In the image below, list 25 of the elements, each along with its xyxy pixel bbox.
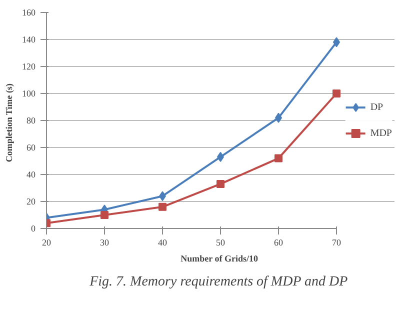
point bbox=[100, 211, 108, 219]
y-tick-label: 120 bbox=[22, 62, 36, 72]
legend-label: DP bbox=[370, 102, 384, 112]
point bbox=[216, 180, 224, 188]
y-axis-title: Completion Time (s) bbox=[4, 83, 14, 162]
y-tick-label: 60 bbox=[26, 142, 36, 152]
y-tick-label: 0 bbox=[31, 224, 36, 234]
y-tick-label: 160 bbox=[22, 8, 36, 18]
point bbox=[158, 202, 166, 211]
x-tick-label: 30 bbox=[100, 238, 110, 248]
y-tick-label: 80 bbox=[26, 116, 36, 126]
y-tick-label: 40 bbox=[26, 170, 36, 180]
y-tick-label: 140 bbox=[22, 34, 36, 44]
y-tick-label: 20 bbox=[26, 196, 36, 206]
x-tick-label: 70 bbox=[332, 238, 342, 248]
point bbox=[332, 90, 340, 98]
caption: Fig. 7. Memory requirements of MDP and DP bbox=[88, 274, 348, 290]
y-tick-label: 100 bbox=[22, 88, 36, 98]
x-tick-label: 50 bbox=[216, 238, 226, 248]
x-tick-label: 20 bbox=[42, 238, 52, 248]
x-tick-label: 40 bbox=[158, 238, 168, 248]
x-tick-label: 60 bbox=[274, 238, 284, 248]
legend-label: MDP bbox=[370, 128, 392, 138]
point bbox=[274, 154, 282, 162]
x-axis-title: Number of Grids/10 bbox=[180, 254, 258, 264]
